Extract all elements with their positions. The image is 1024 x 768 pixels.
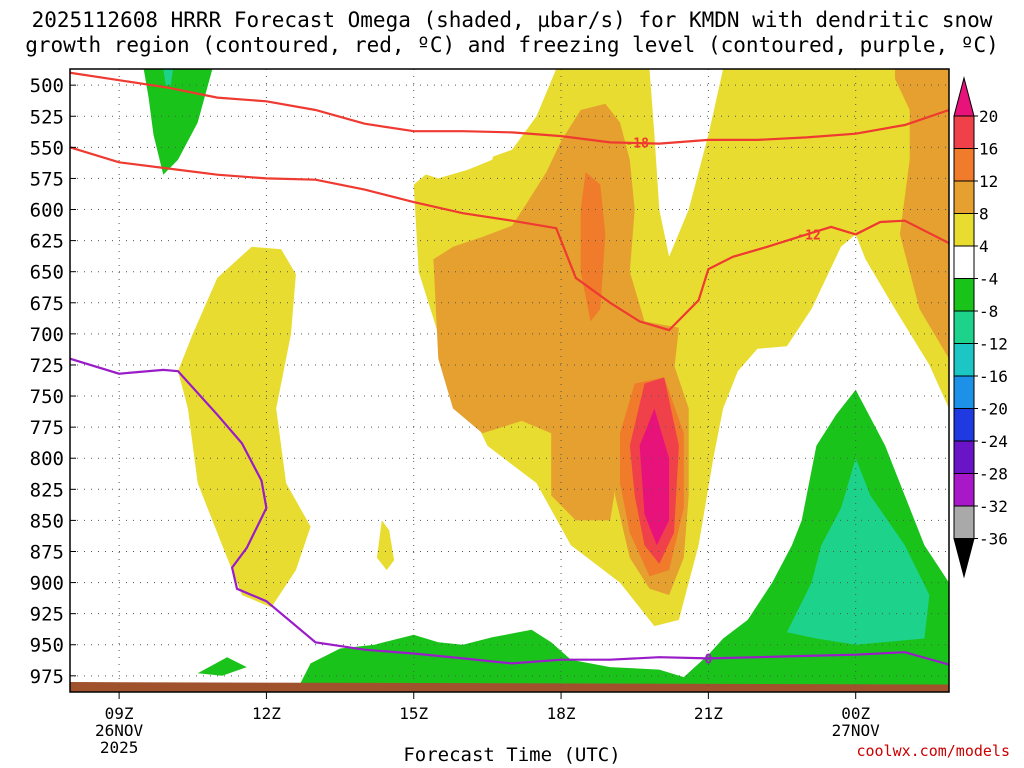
contour-label-neg12: -12 (797, 228, 820, 243)
contour-freezing-level (70, 357, 949, 666)
x-axis-label: Forecast Time (UTC) (403, 744, 621, 766)
colorbar-swatch (953, 440, 975, 474)
colorbar-label: 4 (979, 237, 989, 256)
colorbar-swatch (953, 505, 975, 539)
colorbar-label: -20 (979, 400, 1008, 419)
x-tick-label: 21Z (694, 704, 723, 723)
y-tick-label: 800 (30, 448, 64, 470)
y-tick-label: 950 (30, 635, 64, 657)
y-tick-label: 925 (30, 604, 64, 626)
colorbar-label: -28 (979, 465, 1008, 484)
contour-label-zero: 0 (704, 652, 712, 667)
colorbar-swatch (953, 473, 975, 507)
chart-title-line-1: 2025112608 HRRR Forecast Omega (shaded, … (31, 8, 993, 32)
colorbar-swatch (953, 408, 975, 442)
colorbar-label: -12 (979, 335, 1008, 354)
y-tick-label: 875 (30, 541, 64, 563)
y-axis: 500 525 550 575 600 625 650 675 700 725 750 775 800 8… (30, 75, 76, 688)
colorbar-label: 12 (979, 172, 998, 191)
y-tick-label: 850 (30, 510, 64, 532)
y-tick-label: 725 (30, 355, 64, 377)
omega-region-max (639, 408, 670, 546)
colorbar-bottom-arrow (953, 538, 975, 579)
plot-frame (69, 68, 950, 693)
contour-neg12 (70, 146, 949, 332)
x-tick-label: 09Z (105, 704, 134, 723)
y-tick-label: 975 (30, 666, 64, 688)
y-tick-label: 700 (30, 324, 64, 346)
x-tick-label: 15Z (399, 704, 428, 723)
y-tick-label: 675 (30, 293, 64, 315)
colorbar-label: -32 (979, 497, 1008, 516)
contour-lines: -18 -12 0 (70, 71, 949, 667)
credit-link[interactable]: coolwx.com/models (856, 742, 1010, 760)
colorbar-label: -16 (979, 367, 1008, 386)
omega-region-sinking-small (197, 657, 247, 676)
contour-label-neg18: -18 (625, 136, 649, 151)
colorbar-swatch (953, 180, 975, 214)
y-tick-label: 650 (30, 262, 64, 284)
y-tick-label: 550 (30, 137, 64, 159)
omega-region-white-pocket (418, 134, 498, 179)
colorbar-label: 16 (979, 140, 998, 159)
colorbar-top-arrow (953, 76, 975, 117)
omega-region-sinking-top-core (163, 69, 174, 86)
omega-region-sinking-bottom-core (786, 458, 930, 645)
y-tick-label: 500 (30, 75, 64, 97)
y-tick-label: 625 (30, 231, 64, 253)
omega-region-top-right (895, 69, 949, 359)
contour-neg18 (70, 71, 949, 145)
colorbar-swatch (953, 310, 975, 344)
x-tick-sublabel: 27NOV (832, 721, 881, 740)
colorbar-swatch (953, 343, 975, 377)
colorbar-label: -8 (979, 302, 998, 321)
colorbar-label: -24 (979, 432, 1008, 451)
omega-region-left (178, 246, 311, 608)
y-tick-label: 575 (30, 168, 64, 190)
colorbar-swatch (953, 115, 975, 149)
omega-region-sinking-top (143, 69, 213, 175)
x-tick-label: 18Z (547, 704, 576, 723)
omega-shading (70, 69, 949, 692)
colorbar-swatch (953, 148, 975, 182)
y-tick-label: 750 (30, 386, 64, 408)
colorbar-label: 8 (979, 205, 989, 224)
omega-region-orange-core (580, 172, 606, 322)
x-tick-label: 00Z (841, 704, 870, 723)
omega-region-white-notch (649, 69, 724, 257)
y-tick-label: 825 (30, 479, 64, 501)
colorbar-swatch (953, 245, 975, 279)
colorbar: 20 16 12 8 4 -4 -8 -12 -16 -20 -24 -28 -32 -36 (953, 76, 1008, 579)
omega-region-small-yellow (376, 520, 395, 571)
y-tick-label: 600 (30, 200, 64, 222)
chart-title-line-2: growth region (contoured, red, ºC) and f… (25, 33, 999, 57)
y-tick-label: 900 (30, 573, 64, 595)
x-tick-sublabel-year: 2025 (100, 738, 139, 757)
colorbar-swatch (953, 278, 975, 312)
x-tick-sublabel: 26NOV (95, 721, 144, 740)
colorbar-label: -4 (979, 270, 998, 289)
x-tick-label: 12Z (252, 704, 281, 723)
ground-surface (70, 682, 949, 692)
colorbar-label: 20 (979, 107, 998, 126)
colorbar-label: -36 (979, 530, 1008, 549)
colorbar-swatch (953, 375, 975, 409)
colorbar-swatch (953, 213, 975, 247)
y-tick-label: 775 (30, 417, 64, 439)
omega-region-sinking-bottom (295, 389, 949, 692)
y-tick-label: 525 (30, 106, 64, 128)
